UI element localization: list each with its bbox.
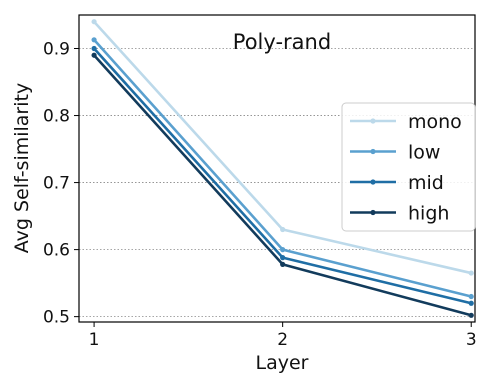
legend-marker-mono: [370, 118, 376, 124]
x-axis-label: Layer: [256, 352, 309, 374]
data-point-mono-2: [280, 226, 286, 233]
data-point-low-1: [91, 37, 97, 43]
x-tick-label-2: 3: [466, 330, 477, 350]
data-point-mid-3: [468, 300, 474, 306]
data-point-mono-3: [468, 270, 474, 276]
series-low: [91, 37, 474, 300]
series-mono: [91, 19, 474, 276]
legend: mono low mid high: [341, 102, 476, 232]
y-tick-label-3: 0.8: [43, 107, 70, 127]
legend-label-mid: mid: [408, 172, 444, 194]
series-mid: [91, 45, 474, 306]
y-tick-label-2: 0.7: [43, 174, 70, 194]
data-point-low-2: [280, 247, 286, 253]
chart-title: Poly-rand: [233, 30, 331, 54]
data-point-mid-1: [91, 45, 97, 52]
legend-frame: [341, 102, 476, 232]
legend-label-mono: mono: [408, 111, 462, 133]
legend-item-mono: mono: [350, 111, 462, 133]
y-axis-label: Avg Self-similarity: [11, 83, 33, 253]
data-point-low-3: [468, 293, 474, 300]
data-point-high-1: [91, 52, 97, 58]
data-point-high-2: [280, 261, 286, 267]
y-axis-ticks: 0.5 0.6 0.7 0.8 0.9: [43, 40, 79, 328]
y-tick-label-1: 0.6: [43, 241, 70, 261]
legend-marker-mid: [370, 179, 376, 185]
x-axis-ticks: 1 2 3: [89, 322, 477, 350]
x-tick-label-0: 1: [89, 330, 100, 350]
data-point-mid-2: [280, 255, 286, 261]
data-point-high-3: [468, 312, 474, 318]
x-tick-label-1: 2: [277, 330, 288, 350]
legend-item-low: low: [350, 142, 440, 164]
legend-item-mid: mid: [350, 172, 444, 194]
legend-marker-low: [370, 148, 376, 155]
y-tick-label-4: 0.9: [43, 40, 70, 60]
legend-label-low: low: [408, 142, 440, 164]
legend-marker-high: [370, 209, 376, 216]
legend-label-high: high: [408, 203, 449, 225]
series-high: [91, 52, 474, 318]
series-layer: [91, 19, 474, 318]
legend-item-high: high: [350, 203, 449, 225]
y-tick-label-0: 0.5: [43, 308, 70, 328]
data-point-mono-1: [91, 19, 97, 25]
